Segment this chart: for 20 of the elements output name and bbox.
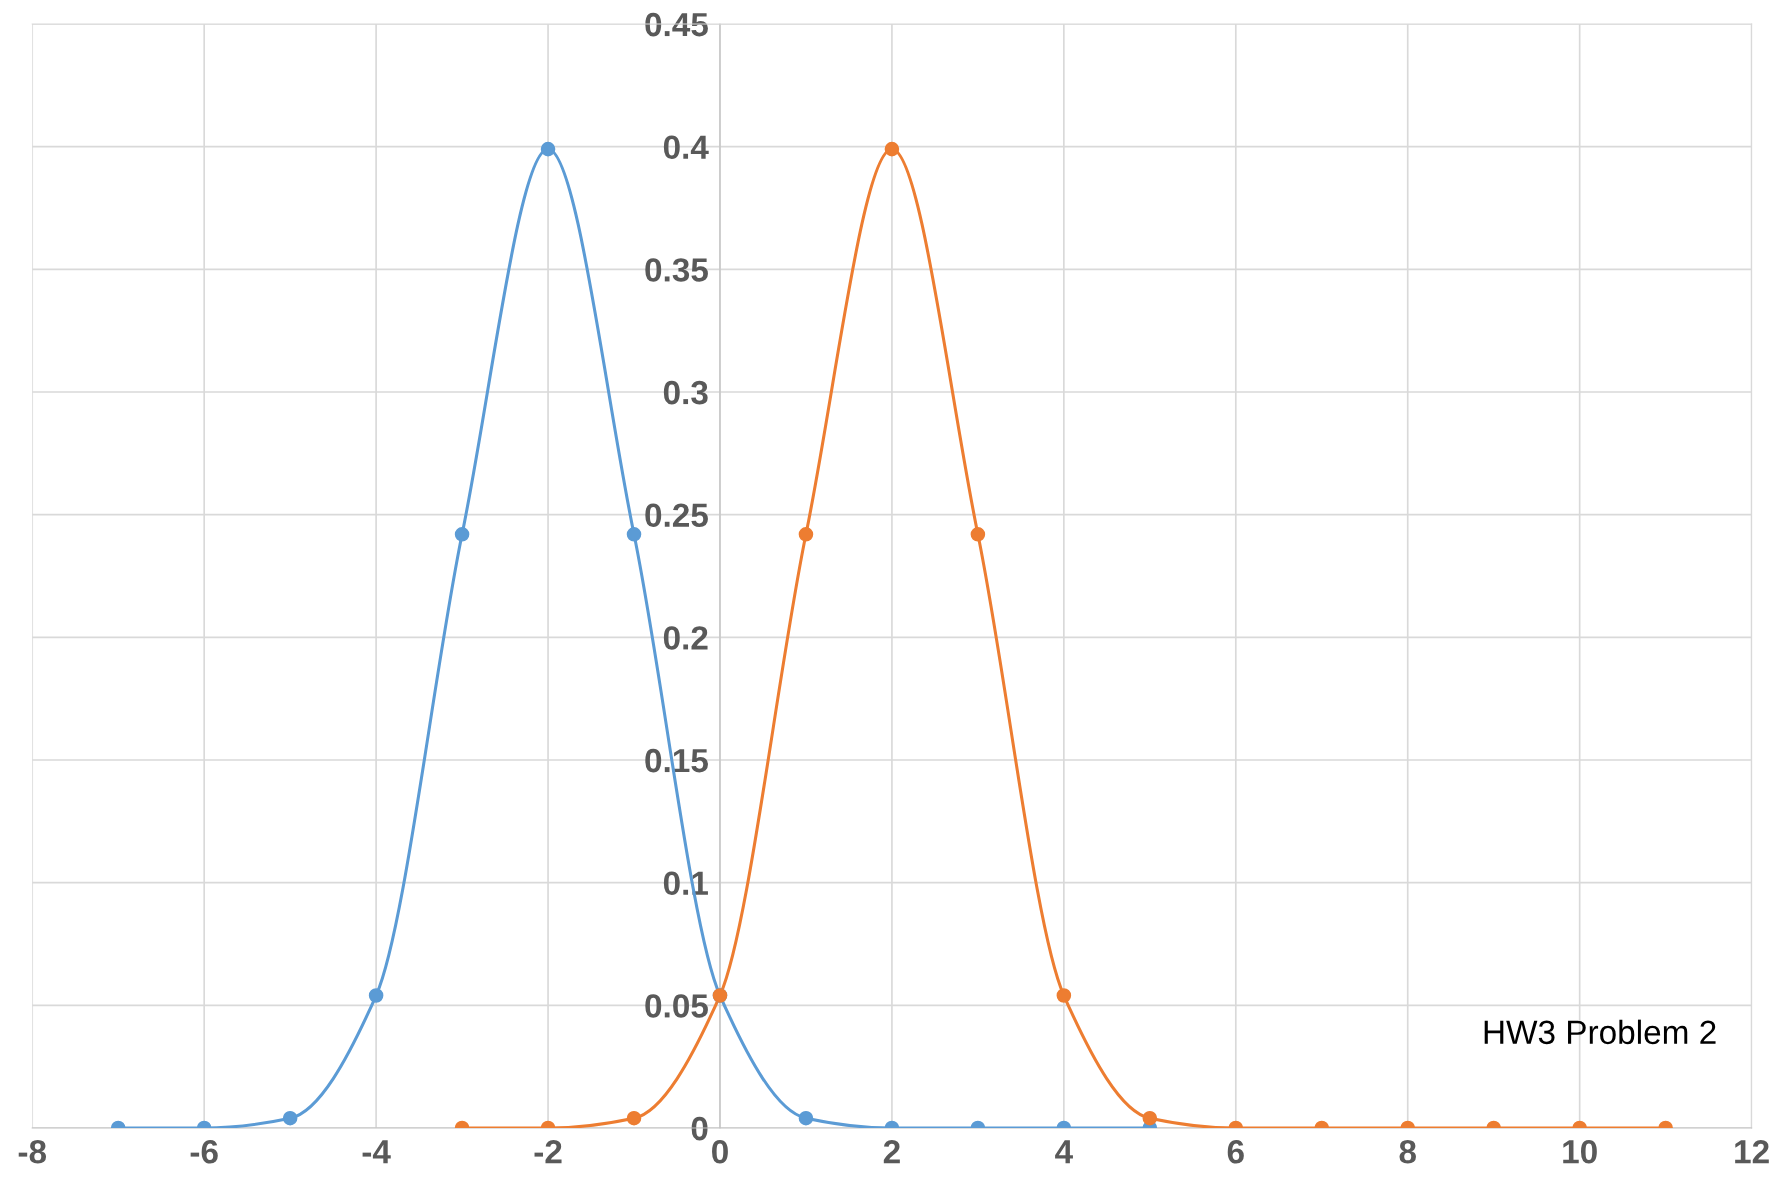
x-tick-label: -6 bbox=[190, 1139, 218, 1164]
x-tick-label: -8 bbox=[18, 1139, 47, 1164]
y-tick-label: 0.05 bbox=[645, 994, 708, 1018]
y-tick-label: 0.35 bbox=[645, 258, 708, 282]
x-tick-label: 12 bbox=[1735, 1139, 1769, 1164]
x-tick-label: 8 bbox=[1399, 1139, 1416, 1164]
y-tick-label: 0.4 bbox=[663, 135, 709, 160]
y-tick-label: 0.2 bbox=[663, 626, 708, 650]
y-tick-label: 0.45 bbox=[645, 12, 708, 37]
x-tick-label: 10 bbox=[1563, 1139, 1597, 1164]
x-tick-label: 0 bbox=[712, 1139, 728, 1164]
x-tick-label: 2 bbox=[883, 1139, 900, 1164]
x-tick-label: 6 bbox=[1227, 1139, 1244, 1164]
x-tick-label: 4 bbox=[1055, 1140, 1073, 1164]
x-tick-label: -4 bbox=[362, 1140, 391, 1164]
x-tick-label: -2 bbox=[534, 1139, 562, 1164]
y-tick-label: 0 bbox=[691, 1116, 708, 1141]
y-tick-label: 0.3 bbox=[663, 380, 708, 405]
annotation: HW3 Problem 2 bbox=[1484, 1019, 1716, 1045]
y-tick-label: 0.25 bbox=[645, 503, 708, 528]
